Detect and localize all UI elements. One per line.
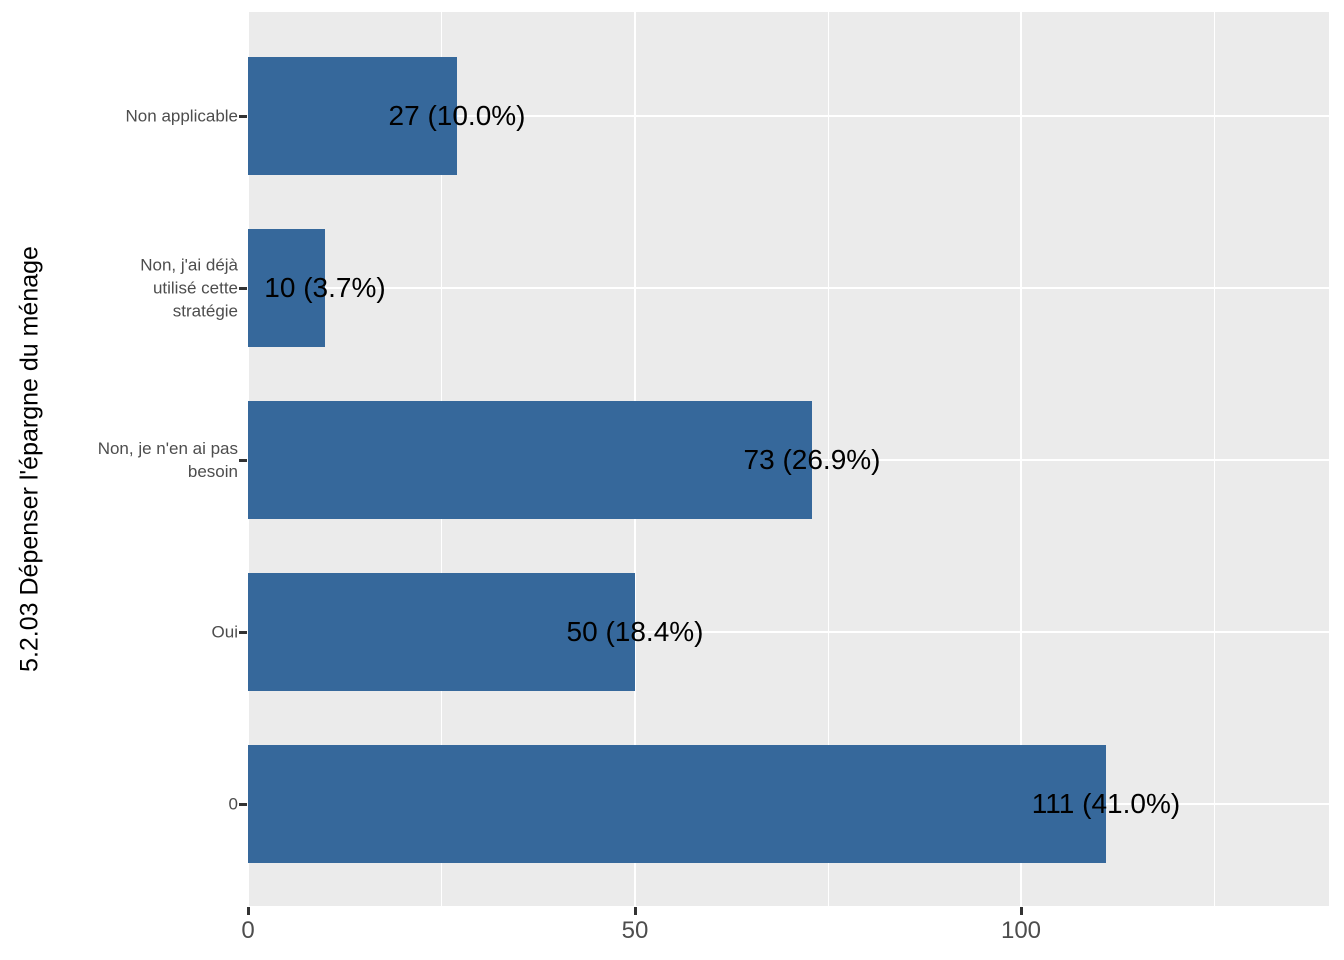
major-gridline-horizontal (248, 115, 1329, 117)
x-axis-tick-mark (1019, 907, 1023, 915)
x-axis-tick-mark (246, 907, 250, 915)
y-axis-category-label-line: besoin (187, 462, 238, 481)
y-axis-category-label-line: Oui (211, 622, 238, 642)
y-axis-category-label-line: Non, j'ai déjà (140, 255, 238, 275)
x-axis-tick-label: 50 (621, 917, 649, 944)
y-axis-category-label: 0 (229, 793, 238, 816)
y-axis-tick-mark (239, 114, 247, 118)
y-axis-category-label: Non, j'ai déjà utilisé cette stratégie (140, 254, 238, 323)
y-axis-category-label-line: 0 (228, 794, 238, 814)
bar (248, 57, 457, 175)
major-gridline-horizontal (248, 631, 1329, 633)
bar (248, 573, 635, 691)
y-axis-category-label: Non, je n'en ai pas besoin (98, 437, 238, 483)
y-axis-category-label: Oui (212, 621, 238, 644)
plot-panel: 27 (10.0%) 10 (3.7%) 73 (26.9%) 50 (18.4%) 1… (247, 12, 1329, 906)
x-axis-tick-label: 0 (241, 917, 255, 944)
y-axis-category-label-line: utilisé cette (152, 278, 238, 298)
y-axis-category-label-line: Non applicable (125, 106, 238, 126)
bar-value-label: 10 (3.7%) (264, 272, 386, 303)
x-axis-tick-mark (633, 907, 637, 915)
bar (248, 401, 812, 519)
y-axis-tick-mark (239, 802, 247, 806)
bar-value-label: 111 (41.0%) (1031, 788, 1181, 819)
major-gridline-horizontal (248, 287, 1329, 289)
y-axis-category-label-line: stratégie (172, 301, 238, 321)
bar-value-label: 27 (10.0%) (388, 100, 526, 131)
y-axis-tick-mark (239, 458, 247, 462)
y-axis-tick-mark (239, 630, 247, 634)
x-axis-tick-label: 100 (1000, 917, 1042, 944)
bar (248, 745, 1106, 863)
bar-value-label: 73 (26.9%) (743, 444, 881, 475)
bar-value-label: 50 (18.4%) (566, 616, 704, 647)
y-axis-category-label-line: Non, je n'en ai pas (97, 439, 238, 458)
y-axis-title: 5.2.03 Dépenser l'épargne du ménage (15, 246, 44, 672)
y-axis-tick-mark (239, 286, 247, 290)
y-axis-category-label: Non applicable (126, 105, 238, 128)
bar (248, 229, 325, 347)
